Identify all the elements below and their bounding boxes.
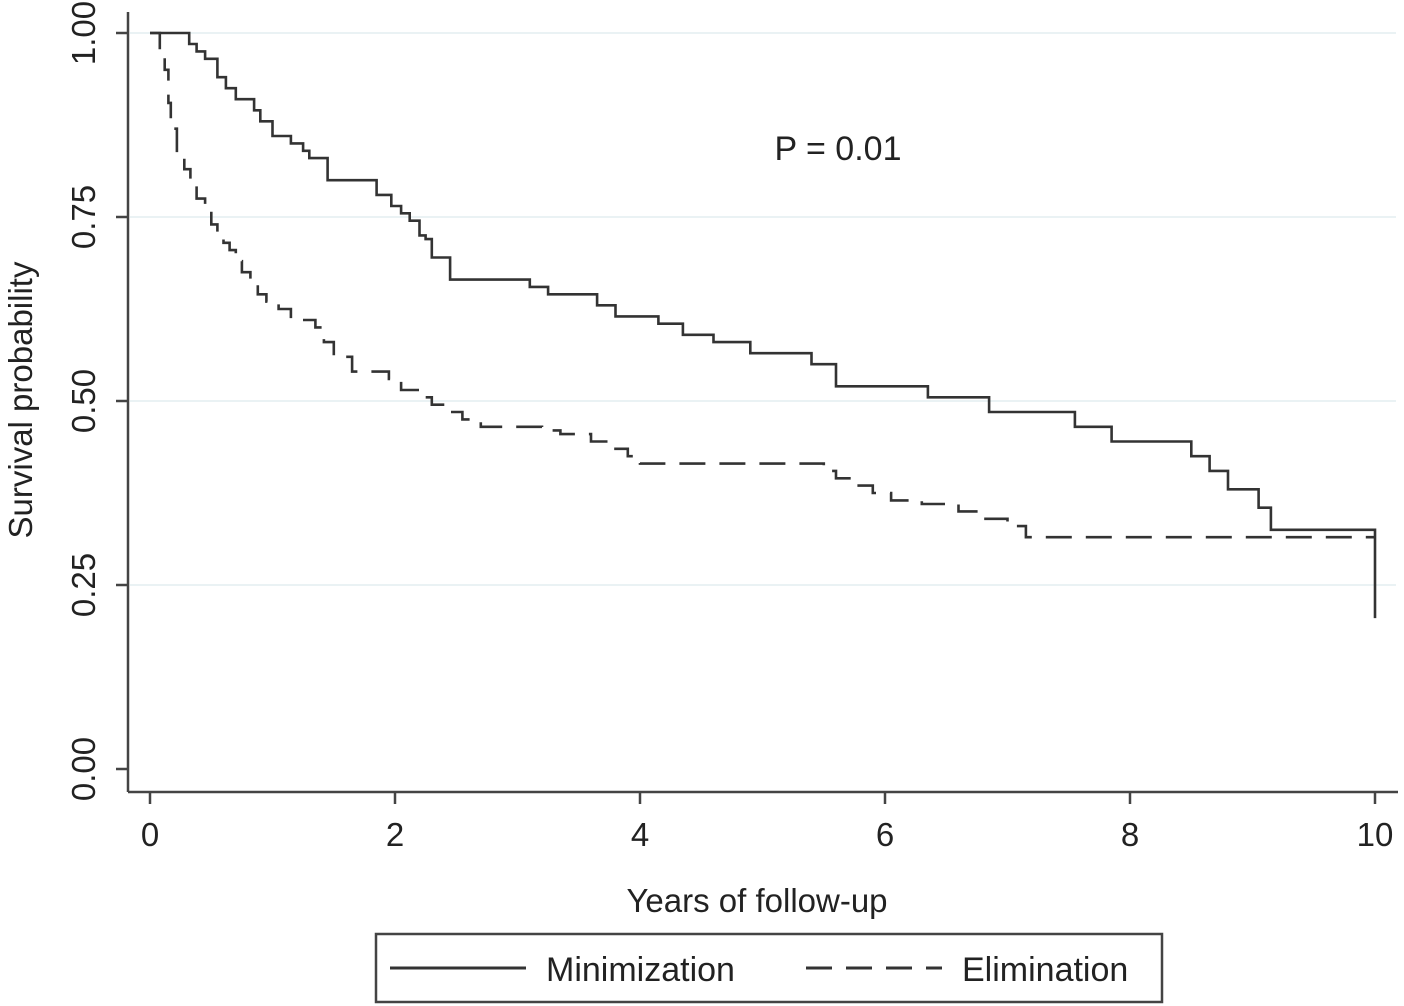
y-tick-label-1: 0.25 — [65, 553, 102, 617]
series-layer — [150, 31, 1377, 619]
y-tick-label-4: 1.00 — [65, 1, 102, 65]
x-ticks: 0 2 4 6 8 10 — [141, 792, 1394, 853]
y-tick-label-0: 0.00 — [65, 737, 102, 801]
y-tick-label-3: 0.75 — [65, 185, 102, 249]
x-tick-label-5: 10 — [1357, 816, 1394, 853]
y-ticks: 0.00 0.25 0.50 0.75 1.00 — [65, 1, 128, 801]
x-tick-label-1: 2 — [386, 816, 404, 853]
axis-layer — [126, 12, 1398, 794]
x-axis-title: Years of follow-up — [626, 882, 887, 919]
grid-layer — [130, 32, 1396, 586]
p-value-annotation: P = 0.01 — [775, 130, 902, 168]
x-tick-label-2: 4 — [631, 816, 649, 853]
legend-label-elimination: Elimination — [962, 951, 1128, 989]
legend: Minimization Elimination — [374, 932, 1164, 1004]
legend-label-minimization: Minimization — [546, 951, 735, 989]
series-line-minimization — [150, 31, 1377, 619]
x-tick-label-0: 0 — [141, 816, 159, 853]
y-axis-title: Survival probability — [2, 261, 39, 538]
x-tick-label-3: 6 — [876, 816, 894, 853]
series-line-elimination — [150, 31, 1375, 539]
x-tick-label-4: 8 — [1121, 816, 1139, 853]
y-tick-label-2: 0.50 — [65, 369, 102, 433]
